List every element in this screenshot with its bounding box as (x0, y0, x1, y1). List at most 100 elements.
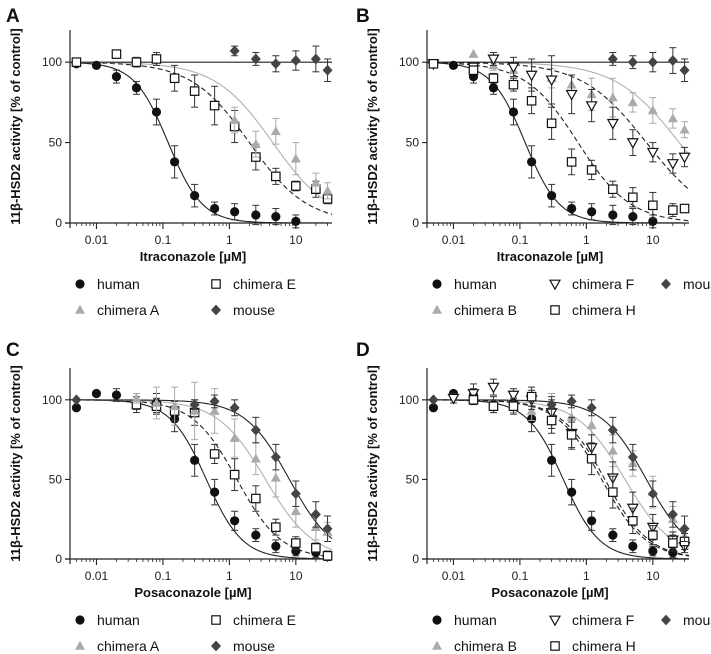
data-point-chimera-a (189, 405, 200, 415)
data-point-chimera-e (291, 538, 301, 548)
data-point-chimera-f (606, 118, 619, 130)
y-axis-label: 11β-HSD2 activity [% of control] (8, 365, 23, 561)
data-point-human (488, 83, 499, 93)
legend-label-human: human (454, 276, 497, 292)
fit-curve-chimera-b (427, 61, 690, 156)
legend-label-human: human (454, 612, 497, 628)
y-tick-label: 50 (49, 472, 63, 486)
data-point-chimera-h (526, 391, 537, 402)
x-tick-label: 10 (289, 569, 303, 583)
data-point-chimera-a (169, 401, 180, 410)
data-point-chimera-b (468, 48, 479, 58)
fit-curve-human (69, 62, 332, 224)
data-point-human (251, 210, 261, 220)
data-point-chimera-h (488, 73, 499, 84)
data-point-chimera-a (151, 397, 162, 407)
data-point-chimera-h (679, 203, 690, 214)
data-point-mouse (627, 451, 638, 463)
data-point-mouse (310, 53, 321, 65)
data-point-human (271, 541, 281, 551)
data-point-human (608, 210, 618, 220)
data-point-chimera-b (679, 124, 690, 134)
data-point-chimera-e (189, 86, 200, 96)
data-point-mouse (607, 53, 618, 65)
fit-curve-mouse (70, 399, 333, 540)
x-axis-label: Posaconazole [µM] (134, 585, 251, 600)
y-tick-label: 100 (42, 55, 62, 69)
fit-curve-chimera-a (69, 61, 333, 206)
data-point-human (587, 516, 597, 526)
x-tick-label: 1 (583, 569, 590, 583)
series-mouse (607, 47, 690, 82)
series-mouse (71, 394, 333, 542)
data-point-human (251, 530, 261, 540)
data-point-chimera-e (271, 171, 281, 182)
data-point-human (668, 548, 678, 558)
data-point-human (271, 211, 281, 222)
legend-marker-chimera-a (75, 304, 85, 314)
x-tick-label: 0.1 (512, 233, 529, 247)
data-point-human (648, 216, 658, 226)
data-point-human (230, 516, 240, 526)
data-point-human (111, 390, 122, 400)
fit-curve-chimera-e (69, 399, 333, 558)
series-chimera-h (468, 386, 690, 552)
data-point-chimera-h (668, 205, 678, 215)
series-mouse (428, 394, 690, 542)
data-point-mouse (270, 451, 281, 463)
axes: 0 50 100 0.01 0.1 1 10 (42, 30, 332, 247)
data-point-chimera-h (508, 79, 519, 90)
data-point-chimera-h (468, 65, 479, 76)
data-point-chimera-e (311, 543, 321, 553)
data-point-chimera-f (626, 138, 639, 150)
data-point-mouse (546, 399, 557, 411)
y-axis-label: 11β-HSD2 activity [% of control] (8, 28, 23, 224)
data-point-human (71, 403, 82, 413)
fit-curve-human (69, 399, 333, 560)
y-tick-label: 0 (55, 216, 62, 230)
panel-label: D (356, 340, 370, 361)
data-point-human (170, 157, 180, 167)
legend-marker-mouse (211, 304, 221, 316)
y-tick-label: 0 (412, 216, 419, 230)
data-point-human (131, 83, 142, 93)
legend: human chimera E chimera A mouse (75, 612, 296, 654)
data-point-mouse (627, 56, 638, 68)
x-tick-label: 0.01 (442, 569, 466, 583)
data-point-chimera-b (647, 105, 658, 115)
y-tick-label: 50 (406, 472, 420, 486)
series-chimera-f (447, 378, 691, 554)
data-point-chimera-b (667, 113, 678, 123)
y-axis-label: 11β-HSD2 activity [% of control] (365, 365, 380, 561)
data-point-chimera-h (648, 200, 658, 211)
x-tick-label: 1 (583, 233, 590, 247)
data-point-chimera-e (251, 493, 261, 504)
legend-marker-chimera-h (550, 305, 560, 315)
data-point-human (608, 530, 618, 540)
series-mouse (229, 45, 333, 82)
x-tick-label: 0.1 (155, 569, 172, 583)
legend: human chimera E chimera A mouse (75, 276, 296, 318)
data-point-chimera-h (546, 415, 557, 426)
data-point-mouse (607, 424, 618, 436)
series-chimera-h (428, 58, 690, 219)
data-point-mouse (270, 58, 281, 70)
y-axis-label: 11β-HSD2 activity [% of control] (365, 28, 380, 224)
data-point-chimera-f (487, 54, 500, 66)
fit-curve-chimera-e (69, 61, 333, 215)
data-point-chimera-f (487, 382, 500, 394)
data-point-chimera-f (646, 147, 659, 159)
x-tick-label: 1 (226, 569, 233, 583)
data-point-chimera-h (428, 58, 439, 69)
data-point-chimera-h (566, 157, 577, 167)
data-point-chimera-f (678, 152, 691, 164)
data-point-chimera-e (131, 57, 142, 67)
legend-label-mouse: mouse (233, 302, 275, 318)
y-tick-label: 100 (399, 55, 419, 69)
legend-label-mouse: mouse (233, 638, 275, 654)
legend-label-chimera-a: chimera A (97, 302, 160, 318)
axes: 0 50 100 0.01 0.1 1 10 (399, 368, 689, 583)
x-tick-label: 0.1 (155, 233, 172, 247)
